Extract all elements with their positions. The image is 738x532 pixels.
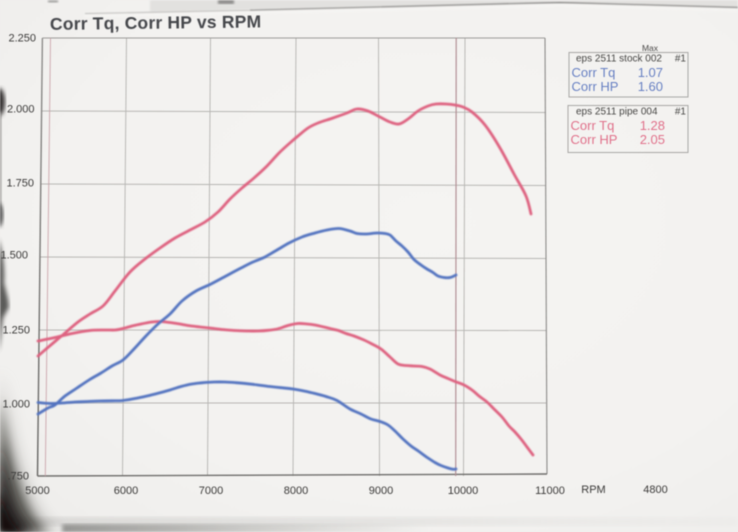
svg-text:1.28: 1.28	[640, 118, 665, 133]
svg-text:2.250: 2.250	[8, 33, 36, 45]
svg-text:1.07: 1.07	[638, 65, 663, 80]
svg-text:1.500: 1.500	[0, 250, 28, 262]
svg-text:eps 2511 pipe 004: eps 2511 pipe 004	[576, 107, 658, 118]
svg-text:1.750: 1.750	[6, 178, 34, 190]
svg-text:Corr HP: Corr HP	[572, 79, 619, 94]
svg-text:eps 2511 stock 002: eps 2511 stock 002	[576, 54, 662, 65]
svg-text:7000: 7000	[199, 485, 223, 497]
svg-text:11000: 11000	[535, 485, 565, 497]
svg-text:Corr Tq: Corr Tq	[572, 65, 616, 80]
svg-text:#1: #1	[675, 107, 687, 118]
svg-text:5000: 5000	[25, 485, 49, 497]
svg-text:2.05: 2.05	[640, 132, 665, 147]
svg-text:2.000: 2.000	[7, 104, 35, 116]
svg-text:.750: .750	[8, 471, 29, 483]
svg-text:8000: 8000	[284, 485, 308, 497]
svg-text:6000: 6000	[114, 485, 138, 497]
svg-text:9000: 9000	[369, 485, 393, 497]
svg-text:4800: 4800	[643, 484, 667, 496]
svg-text:1.250: 1.250	[2, 325, 30, 337]
svg-text:Corr Tq: Corr Tq	[571, 118, 615, 133]
svg-text:1.000: 1.000	[2, 399, 30, 411]
svg-text:Corr HP: Corr HP	[571, 132, 618, 147]
svg-text:1.60: 1.60	[638, 79, 663, 94]
svg-text:Max: Max	[642, 43, 659, 53]
svg-text:10000: 10000	[448, 485, 479, 497]
svg-text:RPM: RPM	[581, 484, 605, 496]
svg-text:#1: #1	[675, 54, 687, 65]
svg-text:Corr Tq, Corr HP vs RPM: Corr Tq, Corr HP vs RPM	[50, 11, 262, 34]
